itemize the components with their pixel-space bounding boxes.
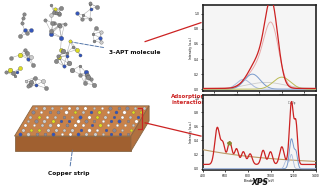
Polygon shape — [131, 106, 149, 151]
Text: Copper strip: Copper strip — [48, 150, 90, 176]
Text: Cu 2p: Cu 2p — [288, 101, 295, 105]
X-axis label: Binding Energy (eV): Binding Energy (eV) — [244, 100, 274, 104]
Text: Adsorption
interaction: Adsorption interaction — [171, 94, 205, 105]
Polygon shape — [15, 136, 131, 151]
Y-axis label: Intensity (a.u.): Intensity (a.u.) — [189, 121, 193, 143]
Polygon shape — [15, 106, 149, 136]
Y-axis label: Intensity (a.u.): Intensity (a.u.) — [189, 37, 193, 59]
Text: XPS: XPS — [251, 178, 269, 187]
Text: 3-APT molecule: 3-APT molecule — [72, 42, 160, 55]
X-axis label: Binding Energy (eV): Binding Energy (eV) — [244, 179, 274, 183]
